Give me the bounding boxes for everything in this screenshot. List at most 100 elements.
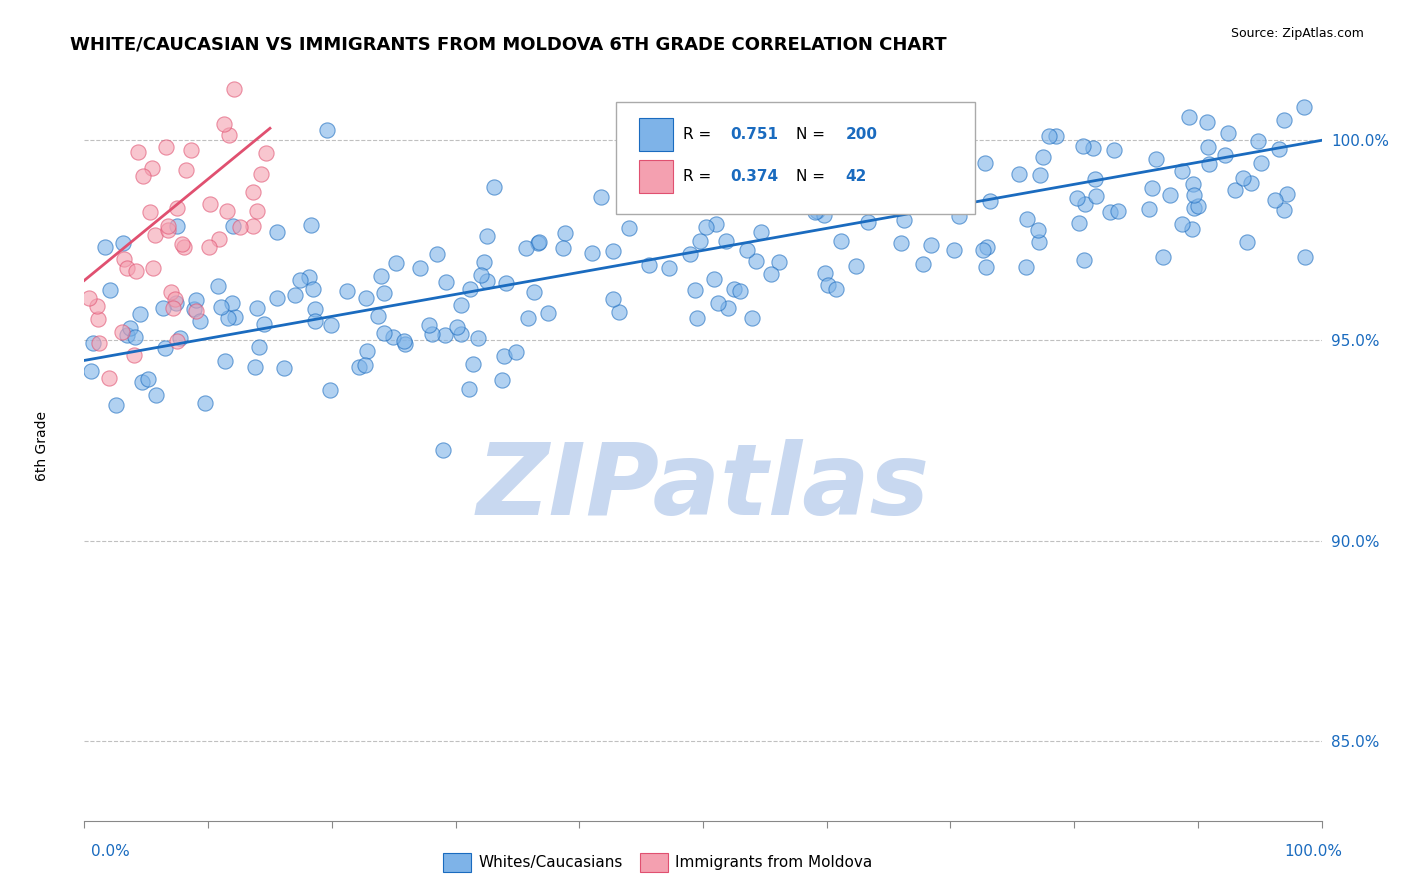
Point [434, 276, 457, 290]
Point [689, 234, 711, 248]
Point [704, 217, 727, 231]
Point [710, 119, 733, 133]
Text: 100.0%: 100.0% [1285, 845, 1343, 859]
Point [1073, 138, 1095, 153]
Point [336, 284, 359, 298]
Point [169, 331, 191, 345]
Point [370, 269, 392, 284]
Point [728, 284, 751, 298]
Point [845, 259, 868, 273]
Point [589, 190, 612, 204]
Point [157, 219, 180, 233]
Point [1142, 181, 1164, 195]
Point [166, 334, 188, 348]
Point [862, 185, 884, 199]
Point [304, 314, 326, 328]
Point [515, 241, 537, 255]
Point [1213, 148, 1236, 162]
Point [470, 268, 492, 282]
Point [537, 306, 560, 320]
Point [1247, 134, 1270, 148]
Point [165, 293, 187, 307]
Point [1294, 250, 1316, 264]
Point [475, 274, 498, 288]
Text: ZIPatlas: ZIPatlas [477, 439, 929, 536]
Point [492, 349, 515, 363]
Point [972, 243, 994, 257]
Point [207, 278, 229, 293]
Point [221, 219, 243, 233]
Point [243, 359, 266, 374]
Point [523, 285, 546, 300]
Point [1272, 112, 1295, 127]
Point [1268, 142, 1291, 156]
Point [458, 382, 481, 396]
Point [1275, 187, 1298, 202]
Point [86, 299, 108, 313]
Text: 0.374: 0.374 [730, 169, 779, 184]
Point [124, 330, 146, 344]
Point [215, 204, 238, 219]
Point [804, 205, 827, 219]
Point [911, 257, 934, 271]
Text: 6th Grade: 6th Grade [35, 411, 49, 481]
Point [695, 219, 717, 234]
Point [482, 179, 505, 194]
Point [409, 261, 432, 276]
Point [319, 383, 342, 397]
Point [122, 348, 145, 362]
Point [716, 234, 738, 248]
Point [1182, 187, 1205, 202]
Point [418, 318, 440, 332]
Point [273, 361, 295, 376]
Point [741, 311, 763, 326]
Point [1171, 164, 1194, 178]
Point [87, 336, 110, 351]
Text: Immigrants from Moldova: Immigrants from Moldova [675, 855, 872, 870]
Point [475, 228, 498, 243]
Point [433, 327, 456, 342]
Point [266, 225, 288, 239]
Point [858, 163, 880, 178]
Point [872, 169, 894, 183]
Point [554, 226, 576, 240]
Point [145, 388, 167, 402]
Point [112, 252, 135, 266]
Point [768, 255, 790, 269]
Point [266, 291, 288, 305]
Point [229, 220, 252, 235]
Point [127, 145, 149, 159]
Point [1083, 140, 1105, 154]
Point [949, 175, 972, 189]
Text: Whites/Caucasians: Whites/Caucasians [478, 855, 623, 870]
Point [1073, 197, 1095, 211]
Point [685, 283, 707, 297]
Point [98, 284, 121, 298]
Point [131, 375, 153, 389]
Point [928, 186, 950, 200]
Point [1014, 260, 1036, 274]
Point [1067, 215, 1090, 229]
Point [104, 398, 127, 412]
Point [87, 311, 110, 326]
Point [860, 176, 883, 190]
Point [304, 301, 326, 316]
Point [394, 336, 416, 351]
Text: N =: N = [796, 169, 830, 184]
Point [170, 236, 193, 251]
Point [856, 215, 879, 229]
Point [658, 260, 681, 275]
Point [1137, 202, 1160, 217]
Point [637, 258, 659, 272]
Point [855, 187, 877, 202]
Point [976, 240, 998, 254]
Point [207, 232, 229, 246]
Point [162, 301, 184, 315]
Point [1264, 194, 1286, 208]
Point [131, 169, 153, 183]
Point [1029, 168, 1052, 182]
Text: R =: R = [683, 127, 716, 142]
Point [814, 266, 837, 280]
Point [246, 203, 269, 218]
Point [77, 291, 100, 305]
